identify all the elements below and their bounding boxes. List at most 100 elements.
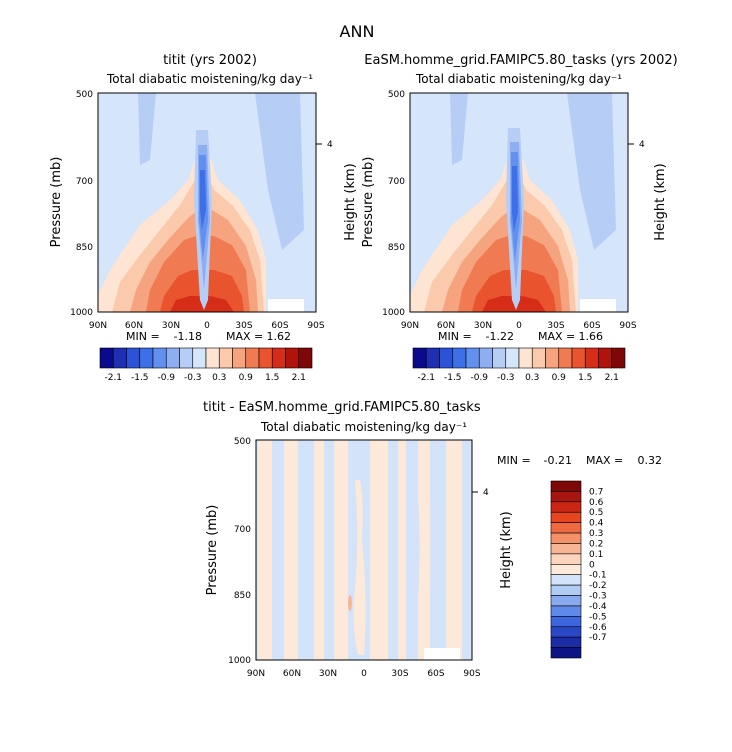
colorbar-diff-swatch: [550, 563, 582, 576]
panel-diff-band: [398, 440, 406, 660]
colorbar-right-swatch: [412, 347, 427, 369]
colorbar-diff-tick: -0.2: [589, 581, 607, 591]
panel-right-subtitle: Total diabatic moistening/kg day⁻¹: [415, 72, 622, 86]
colorbar-left-swatch: [152, 347, 167, 369]
panel-right-ytick: 1000: [382, 308, 405, 318]
colorbar-left-tick: 1.5: [265, 373, 279, 383]
panel-left-xtick: 30N: [162, 321, 180, 331]
colorbar-diff-swatch: [550, 584, 582, 596]
panel-right-min-label: MIN =: [438, 330, 472, 343]
panel-right-xtick: 90S: [619, 321, 636, 331]
colorbar-right-tick: 2.1: [605, 373, 619, 383]
panel-left-ylabel: Pressure (mb): [49, 157, 64, 248]
panel-right-contour-neg-nw: [450, 93, 468, 165]
panel-diff-contour-blob: [353, 480, 366, 655]
panel-diff: titit - EaSM.homme_grid.FAMIPC5.80_tasks…: [203, 400, 662, 679]
panel-diff-y2-axis: 4 Height (km): [472, 488, 514, 589]
colorbar-diff-swatch: [550, 543, 582, 555]
colorbar-diff-tick: 0.5: [589, 508, 603, 518]
panel-diff-title: titit - EaSM.homme_grid.FAMIPC5.80_tasks: [203, 400, 481, 415]
panel-diff-y-axis: 500 700 850 1000 Pressure (mb): [205, 437, 251, 666]
panel-left-contour-neg-ne: [255, 93, 304, 250]
colorbar-right-tick: 1.5: [578, 373, 592, 383]
panel-right-plot: [409, 92, 629, 313]
panel-left-y2tick: 4: [327, 140, 333, 150]
colorbar-right-swatch: [545, 347, 560, 369]
panel-right-ytick: 850: [388, 243, 405, 253]
colorbar-left-tick: -0.3: [184, 373, 202, 383]
panel-left: titit (yrs 2002) Total diabatic moisteni…: [49, 53, 358, 383]
colorbar-left-swatch: [126, 347, 141, 369]
panel-diff-plot: [255, 439, 473, 661]
panel-diff-xtick: 90N: [247, 669, 265, 679]
colorbar-left-swatch: [99, 347, 114, 369]
panel-left-max-value: 1.62: [267, 330, 292, 343]
colorbar-left-swatch: [218, 347, 233, 369]
panel-right-y2tick: 4: [639, 140, 645, 150]
colorbar-left-tick: -2.1: [104, 373, 122, 383]
panel-right-ytick: 500: [388, 90, 405, 100]
panel-left-plot: [97, 92, 317, 313]
colorbar-left-tick: 0.3: [212, 373, 226, 383]
colorbar-right-swatch: [558, 347, 573, 369]
panel-diff-min-value: -0.21: [544, 454, 572, 467]
colorbar-diff-tick: -0.7: [589, 633, 607, 643]
colorbar-diff-tick: 0.2: [589, 539, 603, 549]
colorbar-right-tick: -0.3: [497, 373, 515, 383]
colorbar-diff-tick: -0.3: [589, 592, 607, 602]
colorbar-right-swatch: [518, 347, 533, 369]
panel-left-ytick: 850: [76, 243, 93, 253]
panel-right-xtick: 30N: [474, 321, 492, 331]
panel-left-y2-axis: 4 Height (km): [316, 140, 358, 241]
panel-right-stats: MIN = -1.22 MAX = 1.66: [438, 330, 603, 343]
colorbar-left-tick: -0.9: [157, 373, 175, 383]
colorbar-diff-tick: -0.4: [589, 602, 607, 612]
panel-right-y2-axis: 4 Height (km): [628, 140, 668, 241]
colorbar-left-swatch: [205, 347, 220, 369]
panel-left-ytick: 500: [76, 90, 93, 100]
panel-diff-y2tick: 4: [483, 488, 489, 498]
colorbar-right-tick: -0.9: [470, 373, 488, 383]
colorbar-left-swatch: [245, 347, 260, 369]
panel-left-frame: [97, 92, 317, 313]
colorbar-right-swatch: [439, 347, 454, 369]
panel-right-colorbar: -2.1 -1.5 -0.9 -0.3 0.3 0.9 1.5 2.1: [412, 347, 626, 383]
panel-right: EaSM.homme_grid.FAMIPC5.80_tasks (yrs 20…: [361, 53, 678, 383]
colorbar-diff-swatch: [550, 647, 582, 659]
colorbar-diff-swatch: [550, 522, 582, 534]
colorbar-left-swatch: [285, 347, 300, 369]
panel-diff-band: [418, 440, 430, 660]
panel-right-ytick: 700: [388, 177, 405, 187]
panel-diff-min-label: MIN =: [497, 454, 531, 467]
colorbar-right-swatch: [492, 347, 507, 369]
panel-right-xtick: 30S: [547, 321, 564, 331]
panel-right-x-axis: 90N 60N 30N 0 30S 60S 90S: [401, 321, 637, 331]
colorbar-right-swatch: [571, 347, 586, 369]
colorbar-left-tick: -1.5: [131, 373, 149, 383]
colorbar-right-swatch: [598, 347, 613, 369]
colorbar-right-swatch: [425, 347, 440, 369]
panel-diff-xtick: 30N: [319, 669, 337, 679]
panel-diff-ytick: 1000: [228, 656, 251, 666]
panel-diff-contour-blob: [298, 470, 310, 655]
panel-left-colorbar: -2.1 -1.5 -0.9 -0.3 0.3 0.9 1.5 2.1: [99, 347, 313, 383]
panel-right-max-value: 1.66: [579, 330, 604, 343]
panel-right-xtick: 0: [516, 321, 522, 331]
panel-diff-colorbar: 0.70.60.50.40.30.20.10-0.1-0.2-0.3-0.4-0…: [550, 480, 607, 659]
colorbar-left-swatch: [232, 347, 247, 369]
colorbar-left-swatch: [179, 347, 194, 369]
colorbar-right-tick: -2.1: [417, 373, 435, 383]
panel-right-xtick: 90N: [401, 321, 419, 331]
panel-diff-band: [314, 440, 324, 660]
colorbar-diff-swatch: [550, 595, 582, 607]
colorbar-left-swatch: [112, 347, 127, 369]
panel-diff-band: [284, 440, 298, 660]
panel-diff-x-axis: 90N 60N 30N 0 30S 60S 90S: [247, 669, 481, 679]
colorbar-right-swatch: [465, 347, 480, 369]
panel-left-ylabel-right: Height (km): [343, 163, 358, 240]
panel-left-xtick: 30S: [235, 321, 252, 331]
colorbar-left-swatch: [165, 347, 180, 369]
colorbar-diff-swatch: [550, 501, 582, 513]
colorbar-left-swatch: [258, 347, 273, 369]
